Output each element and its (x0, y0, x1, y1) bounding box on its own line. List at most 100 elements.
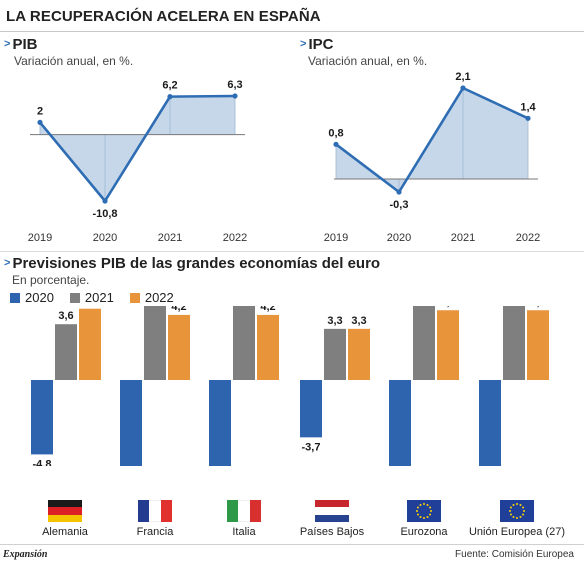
legend-label-2020: 2020 (25, 290, 54, 305)
pib-point-2019 (37, 119, 43, 126)
eu-star (419, 503, 422, 506)
legend-swatch-2021 (69, 292, 80, 303)
country-label-francia: Francia (136, 526, 174, 538)
bar-2021-Países Bajos (324, 328, 346, 380)
eu-star (516, 503, 518, 505)
country-label-italia: Italia (232, 526, 256, 538)
eu-star (516, 517, 518, 519)
pib-point-2021 (167, 94, 173, 100)
pib-title: > PIB (4, 36, 37, 53)
bar-2022-Países Bajos (348, 328, 370, 380)
ipc-x-tick-label: 2021 (451, 232, 475, 244)
bar-label-2021: 3,3 (327, 315, 342, 327)
pib-x-tick-label: 2022 (223, 232, 247, 244)
pib-value-label: 6,3 (227, 79, 242, 91)
forecast-legend: 2020 2021 2022 (10, 290, 174, 305)
section-divider (0, 251, 584, 252)
bar-label-2022: 4,5 (530, 306, 545, 308)
ipc-title: > IPC (300, 36, 333, 53)
ipc-x-tick-label: 2020 (387, 232, 411, 244)
eu-star (416, 510, 418, 512)
ipc-point-2022 (525, 115, 531, 121)
pib-point-2020 (102, 198, 108, 204)
country-label-paises-bajos: Países Bajos (299, 526, 365, 538)
bar-2022-Eurozona (437, 310, 459, 380)
ipc-subtitle: Variación anual, en %. (308, 54, 428, 68)
forecast-title-text: Previsiones PIB de las grandes economías… (12, 255, 381, 272)
germany-flag-icon (48, 500, 82, 522)
bar-2020-Italia (209, 380, 231, 466)
ipc-chart: 0,8 -0,3 2,1 1,4 2019 2020 2021 2022 (324, 71, 540, 244)
eu-star (519, 503, 522, 506)
france-flag-icon (138, 500, 172, 522)
bar-2022-Italia (257, 314, 279, 380)
brand-logo: Expansión (3, 549, 48, 560)
bar-label-2021: 3,6 (58, 310, 73, 322)
eu-star (523, 510, 525, 512)
forecast-bar-chart: -4,8-7,9-8,9-3,7-6,5-63,6653,34,84,84,64… (31, 306, 549, 466)
ipc-x-tick-label: 2019 (324, 232, 348, 244)
bar-label-2020: -3,7 (302, 441, 321, 453)
ipc-value-label: -0,3 (390, 199, 409, 211)
ipc-point-2020 (396, 189, 402, 195)
eu-star (429, 506, 432, 509)
legend-label-2022: 2022 (144, 290, 174, 305)
eu-star (509, 506, 512, 509)
bar-2021-Eurozona (413, 306, 435, 380)
pib-value-label: -10,8 (92, 208, 117, 220)
bar-label-2022: 3,3 (351, 315, 366, 327)
bar-2021-Alemania (55, 324, 77, 380)
eu-star (416, 513, 419, 516)
forecast-subtitle: En porcentaje. (12, 273, 90, 287)
ipc-series-line (335, 86, 529, 194)
ipc-value-label: 1,4 (520, 101, 536, 113)
pib-point-2022 (232, 93, 238, 99)
eu-star (512, 516, 515, 519)
bar-2022-Francia (168, 314, 190, 380)
pib-x-tick-label: 2020 (93, 232, 117, 244)
bar-2021-Francia (144, 306, 166, 380)
bar-2022-Alemania (79, 308, 101, 380)
footer-divider (0, 544, 584, 545)
ipc-x-tick-label: 2022 (516, 232, 540, 244)
ipc-value-label: 0,8 (328, 127, 343, 139)
main-title: LA RECUPERACIÓN ACELERA EN ESPAÑA (6, 8, 321, 25)
eu-star (522, 513, 525, 516)
legend-swatch-2022 (129, 292, 140, 303)
title-divider (0, 31, 584, 32)
eu-star (426, 503, 429, 506)
eu-star (423, 517, 425, 519)
pib-subtitle: Variación anual, en %. (14, 54, 134, 68)
bar-2020-Países Bajos (300, 380, 322, 438)
source-note: Fuente: Comisión Europea (455, 549, 574, 560)
pib-x-tick-label: 2019 (28, 232, 52, 244)
pib-value-label: 6,2 (162, 80, 177, 92)
legend-swatch-2020 (10, 292, 20, 303)
legend-item-2021: 2021 (69, 290, 114, 305)
eu-star (419, 516, 422, 519)
pib-chart: 2 -10,8 6,2 6,3 2019 2020 2021 2022 (28, 79, 247, 244)
pib-x-tick-label: 2021 (158, 232, 182, 244)
chevron-right-icon: > (300, 38, 307, 50)
eu-star (519, 516, 522, 519)
country-label-alemania: Alemania (42, 526, 88, 538)
chevron-right-icon: > (4, 38, 11, 50)
eu-flag-icon (407, 500, 441, 522)
bar-2021-Italia (233, 306, 255, 380)
eu-star (429, 513, 432, 516)
ipc-title-text: IPC (308, 36, 334, 53)
eu-flag-field (500, 500, 534, 522)
eu-star (430, 510, 432, 512)
bar-label-2022: 4,6 (82, 306, 97, 307)
forecast-title: > Previsiones PIB de las grandes economía… (4, 255, 380, 272)
netherlands-flag-icon (315, 500, 349, 522)
eu-flag-field (407, 500, 441, 522)
bar-2020-Francia (120, 380, 142, 466)
legend-label-2021: 2021 (84, 290, 114, 305)
bar-label-2022: 4,2 (260, 306, 275, 313)
italy-flag-icon (227, 500, 261, 522)
ipc-point-2021 (460, 85, 466, 91)
bar-label-2022: 4,2 (171, 306, 186, 313)
pib-series-line (38, 94, 236, 203)
bar-label-2020: -4,8 (33, 458, 52, 466)
